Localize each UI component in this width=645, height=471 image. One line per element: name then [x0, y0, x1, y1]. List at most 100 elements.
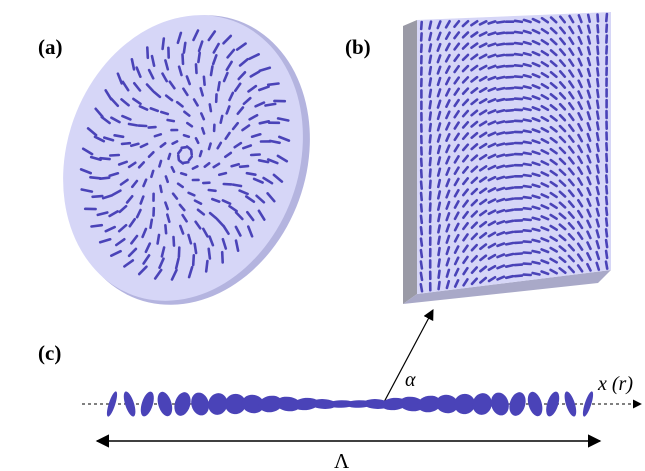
molecule-mark — [224, 151, 233, 159]
molecule-mark — [487, 198, 497, 204]
molecule-mark — [522, 218, 533, 222]
molecule-mark — [549, 191, 558, 199]
molecule-mark — [222, 34, 233, 45]
molecule-mark — [531, 249, 541, 254]
molecule-mark — [93, 135, 106, 143]
molecule-mark — [549, 213, 558, 220]
molecule-mark — [436, 88, 442, 98]
molecule-mark — [496, 220, 506, 225]
molecule-mark — [567, 232, 576, 241]
molecule-mark — [113, 134, 125, 139]
molecule-mark — [522, 96, 532, 101]
molecule-mark — [276, 117, 290, 122]
molecule-mark — [487, 120, 497, 126]
molecule-mark — [487, 20, 497, 25]
molecule-mark — [125, 195, 134, 204]
molecule-mark — [604, 228, 609, 238]
molecule-mark — [258, 120, 271, 125]
molecule-mark — [249, 153, 262, 157]
molecule-mark — [470, 176, 479, 184]
molecule-mark — [212, 162, 221, 169]
molecule-mark — [567, 102, 575, 111]
molecule-mark — [470, 31, 479, 38]
molecule-mark — [567, 200, 575, 209]
molecule-mark — [595, 77, 600, 88]
profile-molecule — [293, 397, 319, 411]
molecule-mark — [133, 82, 142, 92]
molecule-mark — [522, 51, 532, 57]
molecule-mark — [487, 187, 497, 193]
profile-molecule — [191, 392, 210, 416]
molecule-mark — [150, 54, 156, 67]
molecule-mark — [436, 42, 442, 53]
molecule-mark — [478, 153, 488, 161]
molecule-mark — [130, 234, 139, 245]
molecule-mark — [436, 156, 442, 166]
molecule-mark — [558, 59, 567, 68]
molecule-mark — [131, 179, 139, 189]
molecule-mark — [453, 188, 460, 198]
molecule-mark — [258, 66, 272, 72]
linear-plate-side — [403, 20, 417, 304]
molecule-mark — [586, 208, 592, 218]
molecule-mark — [596, 56, 600, 66]
molecule-mark — [568, 69, 575, 78]
molecule-mark — [540, 160, 550, 166]
molecule-mark — [504, 97, 515, 101]
molecule-mark — [104, 225, 116, 233]
molecule-mark — [487, 109, 497, 115]
molecule-mark — [496, 242, 506, 248]
molecule-mark — [470, 19, 479, 27]
molecule-mark — [487, 231, 497, 238]
molecule-mark — [504, 230, 515, 235]
molecule-mark — [149, 107, 159, 113]
molecule-mark — [428, 122, 433, 133]
molecule-mark — [522, 74, 532, 79]
molecule-mark — [231, 183, 243, 188]
molecule-mark — [567, 222, 575, 230]
molecule-mark — [231, 121, 239, 131]
molecule-mark — [453, 211, 460, 221]
molecule-mark — [90, 223, 104, 228]
molecule-mark — [181, 213, 188, 223]
molecule-mark — [192, 98, 199, 107]
molecule-mark — [487, 86, 497, 92]
molecule-mark — [596, 34, 600, 45]
molecule-mark — [453, 87, 461, 96]
profile-molecule — [509, 392, 526, 416]
molecule-mark — [595, 67, 600, 77]
molecule-mark — [461, 19, 470, 28]
molecule-mark — [104, 89, 113, 101]
molecule-mark — [194, 137, 200, 145]
molecule-mark — [187, 155, 193, 162]
panel-c-label: (c) — [38, 341, 61, 365]
molecule-mark — [478, 31, 488, 37]
molecule-mark — [461, 42, 470, 50]
molecule-mark — [596, 23, 600, 34]
molecule-mark — [586, 165, 592, 175]
molecule-mark — [577, 122, 584, 132]
profile-molecule — [527, 391, 543, 417]
molecule-mark — [453, 53, 461, 63]
molecule-mark — [202, 227, 209, 238]
molecule-mark — [496, 97, 506, 103]
molecule-mark — [487, 275, 497, 283]
molecule-mark — [549, 158, 558, 166]
molecule-mark — [181, 53, 185, 66]
molecule-mark — [531, 39, 541, 46]
molecule-mark — [179, 172, 188, 177]
molecule-mark — [277, 135, 291, 142]
molecule-mark — [238, 164, 250, 169]
molecule-mark — [558, 157, 567, 166]
molecule-mark — [139, 142, 149, 149]
molecule-mark — [444, 53, 451, 63]
molecule-mark — [128, 217, 136, 228]
molecule-mark — [531, 150, 541, 156]
molecule-mark — [577, 90, 583, 100]
molecule-mark — [222, 71, 229, 83]
molecule-mark — [522, 251, 533, 255]
linear-molecules — [419, 12, 609, 293]
molecule-mark — [137, 265, 148, 276]
molecule-mark — [495, 53, 506, 58]
axis-label: x (r) — [597, 373, 633, 395]
